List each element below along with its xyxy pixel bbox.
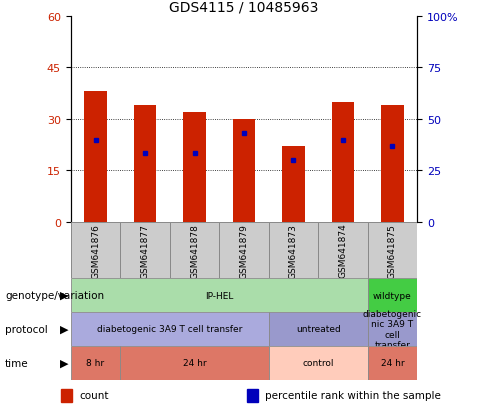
Text: wildtype: wildtype	[373, 291, 412, 300]
Bar	[134, 106, 156, 223]
Text: GSM641876: GSM641876	[91, 223, 100, 278]
Text: IP-HEL: IP-HEL	[205, 291, 233, 300]
Bar	[120, 223, 170, 278]
Text: GSM641879: GSM641879	[240, 223, 248, 278]
Bar	[120, 346, 269, 380]
Text: GSM641875: GSM641875	[388, 223, 397, 278]
Bar	[219, 223, 269, 278]
Bar	[368, 312, 417, 346]
Bar	[233, 120, 255, 223]
Text: protocol: protocol	[5, 324, 48, 334]
Bar	[381, 106, 404, 223]
Text: 24 hr: 24 hr	[183, 358, 206, 368]
Text: genotype/variation: genotype/variation	[5, 290, 104, 300]
Text: 8 hr: 8 hr	[86, 358, 104, 368]
Text: control: control	[303, 358, 334, 368]
Text: time: time	[5, 358, 28, 368]
Bar	[246, 389, 258, 401]
Text: percentile rank within the sample: percentile rank within the sample	[265, 390, 441, 401]
Bar	[170, 223, 219, 278]
Bar	[71, 278, 368, 312]
Text: ▶: ▶	[60, 324, 69, 334]
Text: diabetogenic
nic 3A9 T
cell
transfer: diabetogenic nic 3A9 T cell transfer	[363, 309, 422, 349]
Title: GDS4115 / 10485963: GDS4115 / 10485963	[169, 0, 319, 14]
Text: count: count	[80, 390, 109, 401]
Text: diabetogenic 3A9 T cell transfer: diabetogenic 3A9 T cell transfer	[97, 325, 243, 334]
Text: GSM641877: GSM641877	[141, 223, 149, 278]
Bar	[71, 312, 269, 346]
Bar	[269, 223, 318, 278]
Bar	[61, 389, 72, 401]
Bar	[368, 223, 417, 278]
Bar	[183, 113, 205, 223]
Bar	[368, 346, 417, 380]
Text: ▶: ▶	[60, 358, 69, 368]
Bar	[269, 312, 368, 346]
Text: untreated: untreated	[296, 325, 341, 334]
Text: GSM641878: GSM641878	[190, 223, 199, 278]
Text: 24 hr: 24 hr	[381, 358, 404, 368]
Text: GSM641874: GSM641874	[339, 223, 347, 278]
Text: ▶: ▶	[60, 290, 69, 300]
Bar	[84, 92, 107, 223]
Bar	[71, 223, 120, 278]
Text: GSM641873: GSM641873	[289, 223, 298, 278]
Bar	[318, 223, 368, 278]
Bar	[332, 102, 354, 223]
Bar	[368, 278, 417, 312]
Bar	[283, 147, 305, 223]
Bar	[269, 346, 368, 380]
Bar	[71, 346, 120, 380]
